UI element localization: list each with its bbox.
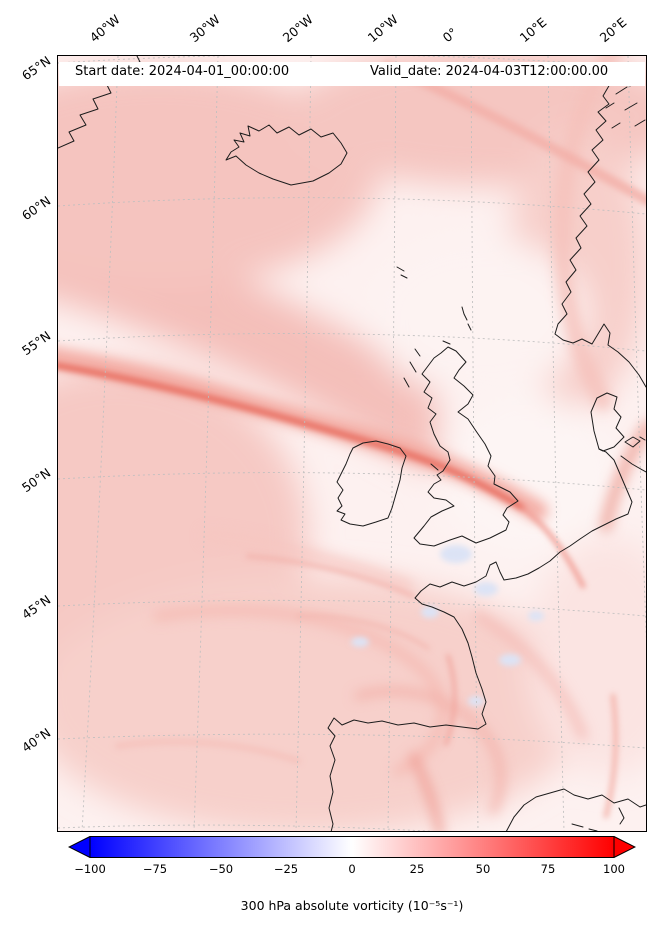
map-plot: [57, 55, 647, 832]
colorbar-gradient: [89, 836, 615, 858]
cbar-tick-n100: −100: [74, 862, 106, 876]
header-strip-background: [59, 62, 645, 86]
cbar-tick-n50: −50: [208, 862, 234, 876]
lon-tick-30w: 30°W: [186, 11, 223, 46]
lon-tick-20e: 20°E: [596, 14, 630, 46]
colorbar: [68, 836, 636, 858]
lat-tick-40n: 40°N: [19, 724, 54, 756]
lat-tick-60n: 60°N: [19, 192, 54, 224]
lon-tick-10e: 10°E: [516, 14, 550, 46]
cbar-tick-50: 50: [475, 862, 491, 876]
start-date-text: Start date: 2024-04-01_00:00:00: [75, 64, 290, 79]
cbar-tick-0: 0: [348, 862, 356, 876]
cbar-tick-100: 100: [603, 862, 625, 876]
colorbar-right-arrow: [613, 836, 636, 858]
lon-tick-0: 0°: [439, 24, 461, 46]
lat-tick-65n: 65°N: [19, 52, 54, 84]
lat-tick-50n: 50°N: [19, 464, 54, 496]
lat-tick-45n: 45°N: [19, 591, 54, 623]
valid-date-text: Valid_date: 2024-04-03T12:00:00.00: [370, 64, 609, 79]
cbar-tick-n25: −25: [273, 862, 299, 876]
negative-vorticity-patches: [351, 545, 544, 706]
cbar-tick-n75: −75: [142, 862, 168, 876]
lon-tick-10w: 10°W: [364, 11, 401, 46]
cbar-tick-75: 75: [540, 862, 556, 876]
cbar-tick-25: 25: [409, 862, 425, 876]
lon-tick-40w: 40°W: [86, 11, 123, 46]
map-canvas: [58, 56, 646, 831]
vorticity-field: [58, 56, 646, 831]
colorbar-left-arrow: [68, 836, 91, 858]
colorbar-title: 300 hPa absolute vorticity (10⁻⁵s⁻¹): [240, 898, 464, 913]
coastlines: [58, 56, 646, 831]
lon-tick-20w: 20°W: [279, 11, 316, 46]
lat-tick-55n: 55°N: [19, 327, 54, 359]
gridlines: [58, 56, 646, 831]
